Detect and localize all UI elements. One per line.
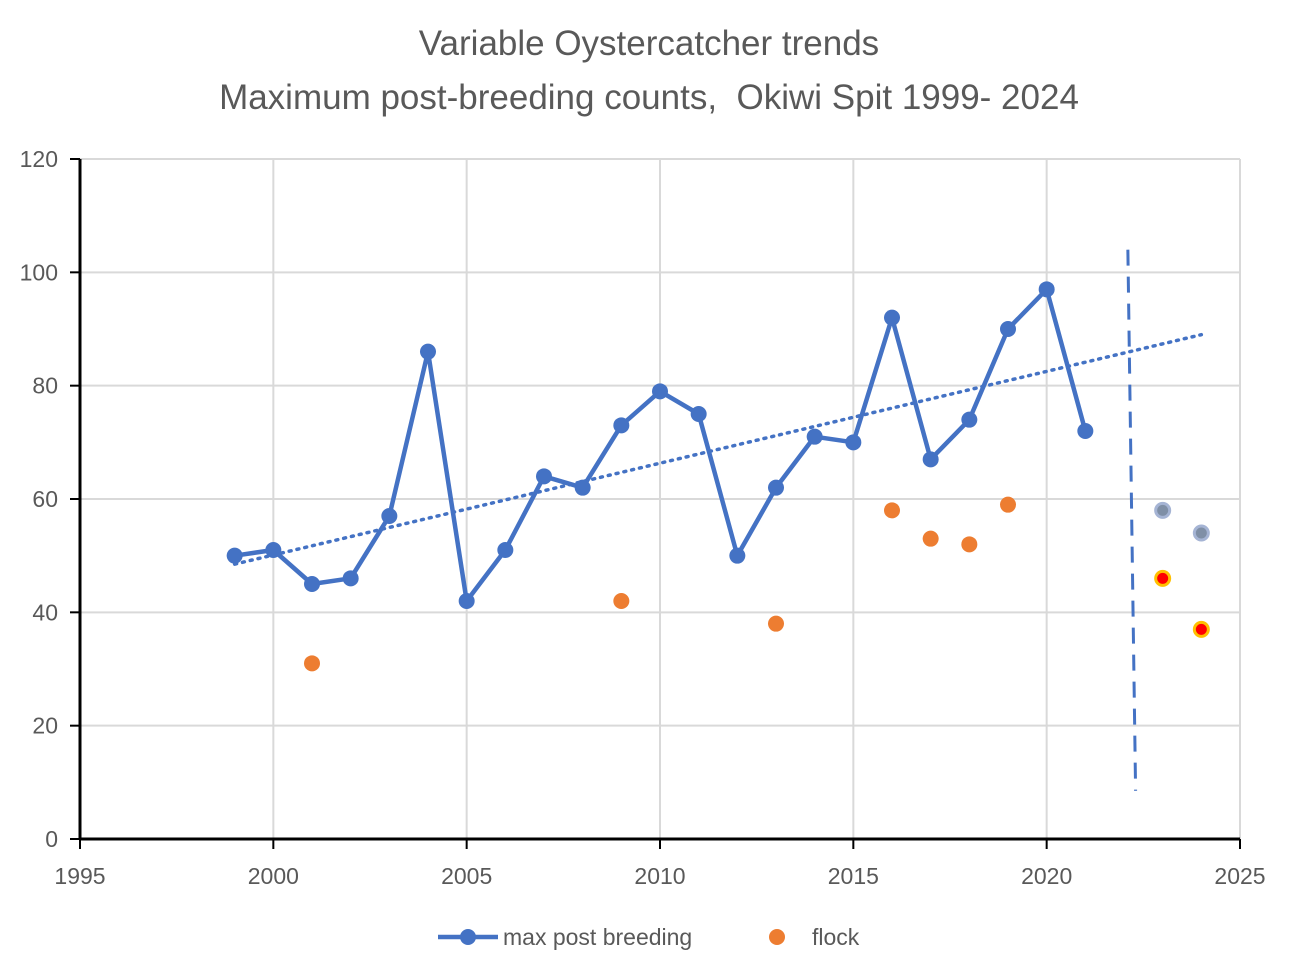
data-point (226, 547, 243, 564)
data-point (961, 536, 978, 553)
legend-item: max post breeding (438, 924, 692, 950)
reference-line (1126, 249, 1138, 791)
x-tick-label: 2010 (634, 863, 685, 889)
legend-item: flock (769, 924, 860, 950)
data-point (1038, 281, 1055, 298)
data-point (265, 542, 282, 558)
chart-title: Variable Oystercatcher trends (418, 24, 880, 63)
data-point (1192, 524, 1210, 542)
data-point (884, 502, 900, 519)
y-tick-label: 80 (32, 373, 58, 399)
x-tick-label: 2005 (441, 863, 492, 889)
x-tick-label: 2020 (1021, 863, 1072, 889)
data-point (304, 655, 320, 672)
series-2 (1154, 501, 1210, 542)
axes: 0 20 40 60 80 100 120 1995 2000 2005 2010 2015 2020 2… (20, 146, 1266, 889)
data-point (342, 570, 359, 587)
series-1 (304, 496, 1016, 672)
data-point (1192, 620, 1210, 638)
series-0 (226, 281, 1094, 609)
y-tick-label: 100 (20, 259, 58, 285)
data-point (574, 479, 591, 496)
data-point (1000, 321, 1016, 337)
x-tick-label: 2025 (1214, 863, 1265, 889)
data-point (497, 542, 514, 558)
chart-subtitle: Maximum post-breeding counts, Okiwi Spit… (219, 78, 1079, 117)
data-point (304, 576, 320, 592)
data-point (729, 547, 746, 564)
y-tick-label: 40 (32, 599, 58, 625)
data-point (1154, 501, 1172, 519)
reference-line (1126, 249, 1138, 791)
data-point (922, 530, 939, 547)
data-point (536, 468, 552, 485)
series-3 (1154, 569, 1210, 638)
data-point (613, 417, 630, 434)
data-point (922, 451, 939, 468)
data-point (884, 309, 900, 326)
trendline (232, 332, 1204, 566)
x-tick-label: 2015 (828, 863, 879, 889)
legend-marker (460, 929, 476, 945)
legend: max post breeding flock (438, 924, 860, 950)
data-point (613, 593, 630, 609)
data-point (1077, 423, 1094, 439)
legend-label: flock (812, 924, 860, 950)
y-tick-label: 0 (45, 826, 58, 852)
data-point (768, 479, 784, 496)
data-point (690, 406, 707, 422)
series (226, 281, 1210, 672)
x-tick-label: 1995 (54, 863, 105, 889)
data-point (458, 593, 475, 609)
legend-label: max post breeding (503, 924, 692, 950)
x-tick-label: 2000 (248, 863, 299, 889)
data-point (1154, 569, 1172, 587)
trendline (232, 332, 1204, 566)
data-point (961, 411, 978, 428)
y-tick-label: 120 (20, 146, 58, 172)
data-point (768, 615, 784, 632)
y-tick-label: 60 (32, 486, 58, 512)
data-point (381, 508, 398, 524)
data-point (420, 343, 436, 360)
grid (80, 158, 1241, 839)
data-point (1000, 496, 1016, 513)
y-tick-label: 20 (32, 713, 58, 739)
data-point (845, 434, 862, 451)
legend-marker (769, 929, 785, 945)
data-point (806, 428, 823, 445)
data-point (652, 383, 668, 400)
